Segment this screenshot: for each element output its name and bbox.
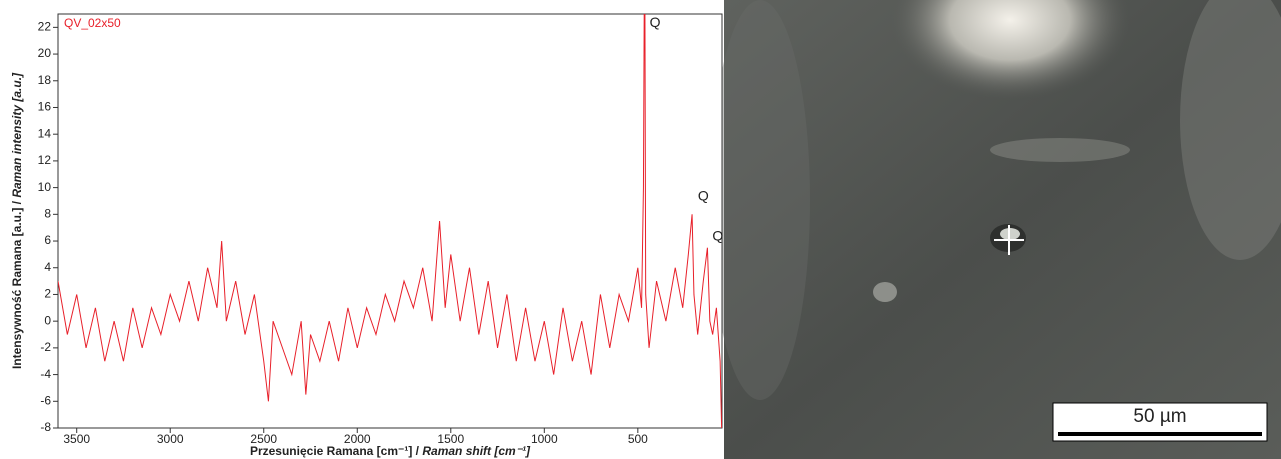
peak-annotation: Q	[698, 188, 709, 204]
plot-area	[58, 14, 722, 428]
y-tick-label: -8	[40, 420, 51, 434]
y-tick-label: 14	[38, 126, 52, 140]
x-tick-label: 500	[628, 432, 648, 446]
x-tick-label: 2500	[250, 432, 277, 446]
peak-annotation: Q	[712, 228, 723, 244]
x-tick-label: 3500	[63, 432, 90, 446]
y-tick-label: 6	[44, 233, 51, 247]
plot-frame	[57, 13, 723, 429]
legend-label: QV_02x50	[64, 16, 121, 30]
x-axis-label: Przesunięcie Ramana [cm⁻¹] / Raman shift…	[250, 444, 531, 458]
microscope-image: 50 µm	[710, 0, 1281, 459]
x-tick-label: 1000	[531, 432, 558, 446]
spectrum-line	[58, 14, 722, 428]
y-tick-label: -6	[40, 393, 51, 407]
x-tick-label: 3000	[157, 432, 184, 446]
y-tick-label: 22	[38, 20, 52, 34]
y-tick-label: -4	[40, 367, 51, 381]
y-label-main: Intensywność Ramana [a.u.] /	[10, 198, 24, 369]
y-tick-label: 16	[38, 100, 52, 114]
scale-bar-label: 50 µm	[1133, 406, 1186, 427]
y-tick-label: 12	[38, 153, 52, 167]
y-tick-label: 4	[44, 260, 51, 274]
y-tick-label: 2	[44, 287, 51, 301]
y-tick-label: 8	[44, 206, 51, 220]
y-tick-label: -2	[40, 340, 51, 354]
y-axis-label: Intensywność Ramana [a.u.] / Raman inten…	[10, 72, 24, 369]
y-tick-label: 10	[38, 180, 52, 194]
x-tick-label: 2000	[344, 432, 371, 446]
y-label-english: Raman intensity [a.u.]	[10, 72, 24, 198]
y-tick-label: 18	[38, 73, 52, 87]
y-tick-label: 0	[44, 313, 51, 327]
peak-annotation: Q	[650, 14, 661, 30]
y-tick-label: 20	[38, 46, 52, 60]
x-label-english: Raman shift [cm⁻¹]	[422, 444, 531, 458]
x-tick-label: 1500	[437, 432, 464, 446]
x-label-main: Przesunięcie Ramana [cm⁻¹] /	[250, 444, 422, 458]
